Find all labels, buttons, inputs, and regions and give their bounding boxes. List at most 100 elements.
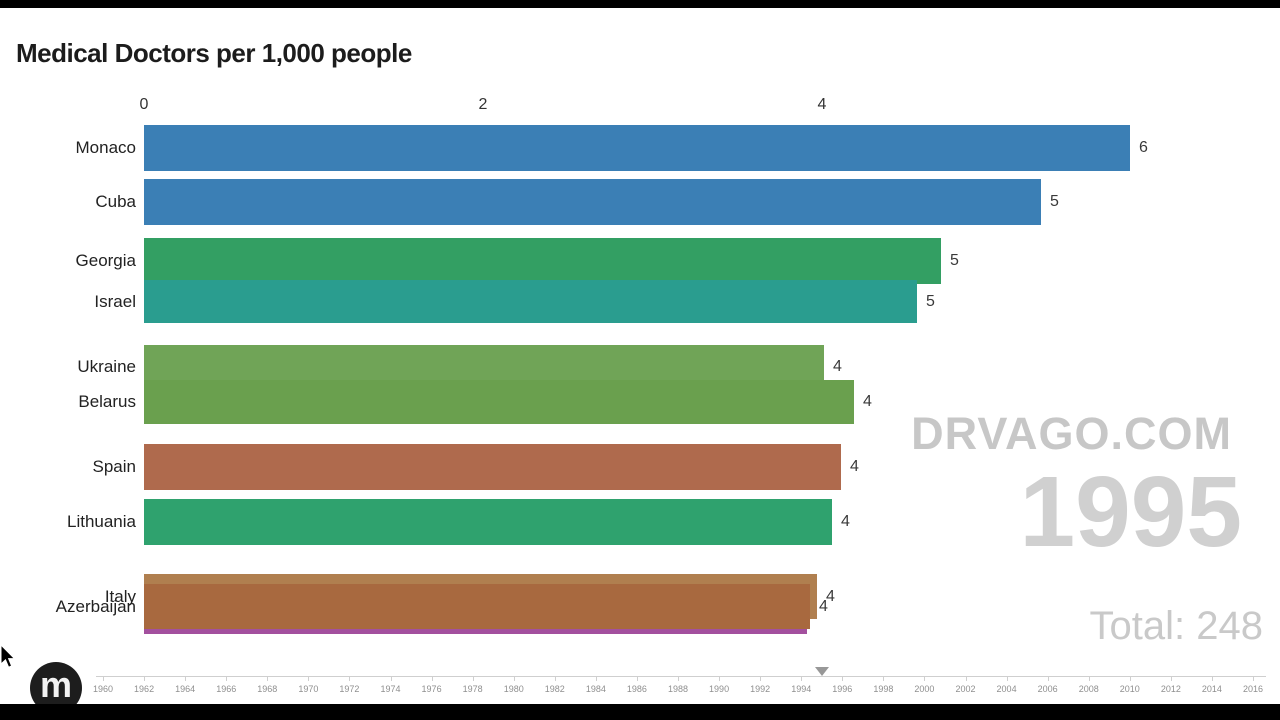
bar-lithuania [144,499,832,545]
watermark-total: Total: 248 [1089,604,1263,648]
timeline-tick [431,677,433,681]
timeline-year-label: 1982 [544,684,565,694]
timeline-tick [349,677,351,681]
timeline-tick [308,677,310,681]
timeline-year-label: 1986 [626,684,647,694]
timeline-tick [1129,677,1131,681]
timeline-year-label: 2004 [996,684,1017,694]
country-label: Lithuania [66,512,136,531]
timeline-tick [801,677,803,681]
timeline-year-label: 1978 [462,684,483,694]
timeline-tick [965,677,967,681]
timeline-tick [636,677,638,681]
bar-value-label: 4 [841,513,850,530]
letterbox-top [0,0,1280,8]
timeline-tick [103,677,104,681]
country-label: Ukraine [77,357,136,376]
timeline-year-label: 2002 [955,684,976,694]
timeline-track[interactable] [96,676,1266,677]
timeline-tick [1170,677,1172,681]
timeline-tick [1211,677,1213,681]
timeline-year-label: 2000 [914,684,935,694]
country-label: Monaco [75,138,136,157]
timeline-tick [595,677,597,681]
country-label: Belarus [78,392,136,411]
timeline-year-label: 2012 [1160,684,1181,694]
timeline-year-label: 1962 [134,684,155,694]
country-label: Spain [92,457,136,476]
timeline-year-label: 1998 [873,684,894,694]
timeline-year-label: 1976 [421,684,442,694]
timeline-tick [1006,677,1008,681]
timeline-year-label: 1960 [92,684,114,694]
timeline-tick [1253,677,1254,681]
timeline-year-label: 1988 [667,684,689,694]
timeline-tick [144,677,146,681]
bar-value-label: 4 [819,597,828,615]
channel-logo-letter: m [39,664,72,705]
timeline-year-label: 1972 [339,684,360,694]
watermark-year: 1995 [1019,456,1242,568]
bar-value-label: 5 [950,252,959,269]
bar-spain [144,444,841,490]
x-axis-tick-label: 0 [139,96,149,113]
bar-azerbaijan [144,584,810,629]
timeline-tick [760,677,762,681]
mouse-cursor-icon [0,645,16,668]
timeline-year-label: 1992 [750,684,771,694]
timeline-tick [267,677,269,681]
chart-title: Medical Doctors per 1,000 people [16,38,412,68]
country-label: Italy [104,586,136,606]
country-label: Azerbaijan [55,596,136,616]
watermark-site: DRVAGO.COM [911,408,1232,459]
timeline-tick [185,677,187,681]
timeline-year-label: 1964 [175,684,196,694]
timeline-tick [678,677,679,681]
bar-value-label: 6 [1139,139,1148,156]
timeline-year-label: 2006 [1037,684,1058,694]
timeline-year-label: 1990 [709,684,730,694]
bar-monaco [144,125,1130,171]
timeline-tick [554,677,556,681]
timeline-year-label: 1980 [503,684,524,694]
timeline-year-label: 2016 [1242,684,1264,694]
country-label: Cuba [95,192,136,211]
bar-georgia [144,238,941,284]
timeline-year-label: 2014 [1201,684,1222,694]
timeline-year-label: 1968 [257,684,278,694]
letterbox-bottom [0,704,1280,720]
bar-value-label: 5 [926,292,935,310]
bar-value-label: 4 [826,587,835,605]
bar-belarus [144,380,854,424]
timeline-tick [1047,677,1049,681]
timeline-tick [842,677,844,681]
timeline-tick [513,677,515,681]
timeline-year-label: 2008 [1078,684,1099,694]
bar-value-label: 4 [850,458,859,475]
timeline-year-label: 1970 [298,684,319,694]
timeline-tick [719,677,721,681]
x-axis-tick-label: 2 [478,96,488,113]
timeline-tick [924,677,926,681]
timeline-year-label: 1974 [380,684,401,694]
timeline-year-label: 1996 [832,684,853,694]
country-label: Georgia [75,251,136,270]
timeline-year-label: 1966 [216,684,237,694]
bar-value-label: 5 [1050,193,1059,210]
bar-israel [144,280,917,323]
timeline-tick [472,677,474,681]
x-axis-tick-label: 4 [817,96,827,113]
timeline-year-label: 1984 [585,684,606,694]
timeline-tick [883,677,885,681]
timeline-tick [390,677,392,681]
timeline-year-label: 2010 [1119,684,1140,694]
timeline-tick [1088,677,1090,681]
timeline-year-label: 1994 [791,684,812,694]
bar-value-label: 4 [833,358,842,375]
country-label: Israel [94,291,136,311]
timeline-tick [226,677,228,681]
timeline-marker-handle[interactable] [814,667,829,676]
bar-cuba [144,179,1041,225]
bar-value-label: 4 [863,393,872,410]
